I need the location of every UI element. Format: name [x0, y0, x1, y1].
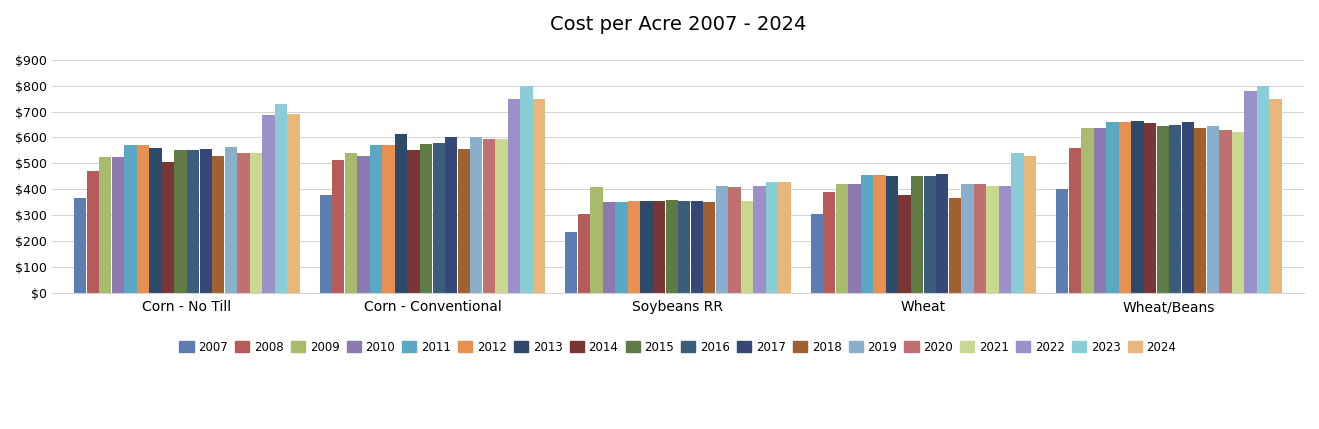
Bar [137, 145, 149, 293]
Bar [1082, 128, 1093, 293]
Bar [1093, 128, 1107, 293]
Bar [1132, 121, 1144, 293]
Legend: 2007, 2008, 2009, 2010, 2011, 2012, 2013, 2014, 2015, 2016, 2017, 2018, 2019, 20: 2007, 2008, 2009, 2010, 2011, 2012, 2013… [174, 336, 1181, 359]
Bar [666, 200, 678, 293]
Bar [470, 138, 483, 293]
Bar [590, 187, 603, 293]
Bar [508, 99, 520, 293]
Title: Cost per Acre 2007 - 2024: Cost per Acre 2007 - 2024 [550, 15, 806, 34]
Bar [458, 149, 470, 293]
Bar [1207, 126, 1219, 293]
Bar [1107, 122, 1119, 293]
Bar [1057, 189, 1068, 293]
Bar [319, 195, 332, 293]
Bar [962, 184, 973, 293]
Bar [766, 181, 778, 293]
Bar [987, 185, 998, 293]
Bar [199, 149, 212, 293]
Bar [87, 171, 99, 293]
Bar [212, 156, 224, 293]
Bar [357, 156, 369, 293]
Bar [653, 201, 665, 293]
Bar [483, 139, 495, 293]
Bar [728, 187, 740, 293]
Bar [383, 145, 394, 293]
Bar [628, 201, 640, 293]
Bar [1194, 128, 1207, 293]
Bar [344, 153, 357, 293]
Bar [898, 195, 911, 293]
Bar [936, 174, 948, 293]
Bar [1024, 156, 1037, 293]
Bar [811, 214, 823, 293]
Bar [1257, 86, 1269, 293]
Bar [615, 202, 628, 293]
Bar [998, 185, 1012, 293]
Bar [1182, 122, 1194, 293]
Bar [778, 181, 791, 293]
Bar [433, 143, 445, 293]
Bar [973, 184, 987, 293]
Bar [262, 115, 274, 293]
Bar [1144, 123, 1157, 293]
Bar [948, 199, 962, 293]
Bar [1219, 130, 1232, 293]
Bar [1119, 122, 1132, 293]
Bar [1269, 99, 1282, 293]
Bar [1012, 153, 1024, 293]
Bar [861, 175, 873, 293]
Bar [691, 201, 703, 293]
Bar [836, 184, 848, 293]
Bar [578, 214, 590, 293]
Bar [1244, 91, 1257, 293]
Bar [521, 86, 533, 293]
Bar [369, 145, 383, 293]
Bar [703, 202, 715, 293]
Bar [873, 175, 885, 293]
Bar [1068, 148, 1082, 293]
Bar [99, 157, 112, 293]
Bar [603, 202, 615, 293]
Bar [74, 199, 86, 293]
Bar [445, 138, 458, 293]
Bar [274, 104, 288, 293]
Bar [224, 147, 237, 293]
Bar [848, 184, 860, 293]
Bar [408, 151, 419, 293]
Bar [911, 176, 923, 293]
Bar [716, 185, 728, 293]
Bar [174, 151, 187, 293]
Bar [332, 160, 344, 293]
Bar [533, 99, 545, 293]
Bar [124, 145, 137, 293]
Bar [149, 148, 162, 293]
Bar [237, 153, 249, 293]
Bar [753, 185, 765, 293]
Bar [1169, 124, 1182, 293]
Bar [495, 139, 508, 293]
Bar [288, 114, 299, 293]
Bar [1232, 132, 1244, 293]
Bar [678, 201, 690, 293]
Bar [394, 133, 408, 293]
Bar [249, 153, 262, 293]
Bar [565, 232, 578, 293]
Bar [886, 176, 898, 293]
Bar [162, 162, 174, 293]
Bar [112, 157, 124, 293]
Bar [923, 176, 936, 293]
Bar [419, 144, 433, 293]
Bar [823, 192, 835, 293]
Bar [1157, 126, 1169, 293]
Bar [187, 151, 199, 293]
Bar [741, 201, 753, 293]
Bar [641, 201, 653, 293]
